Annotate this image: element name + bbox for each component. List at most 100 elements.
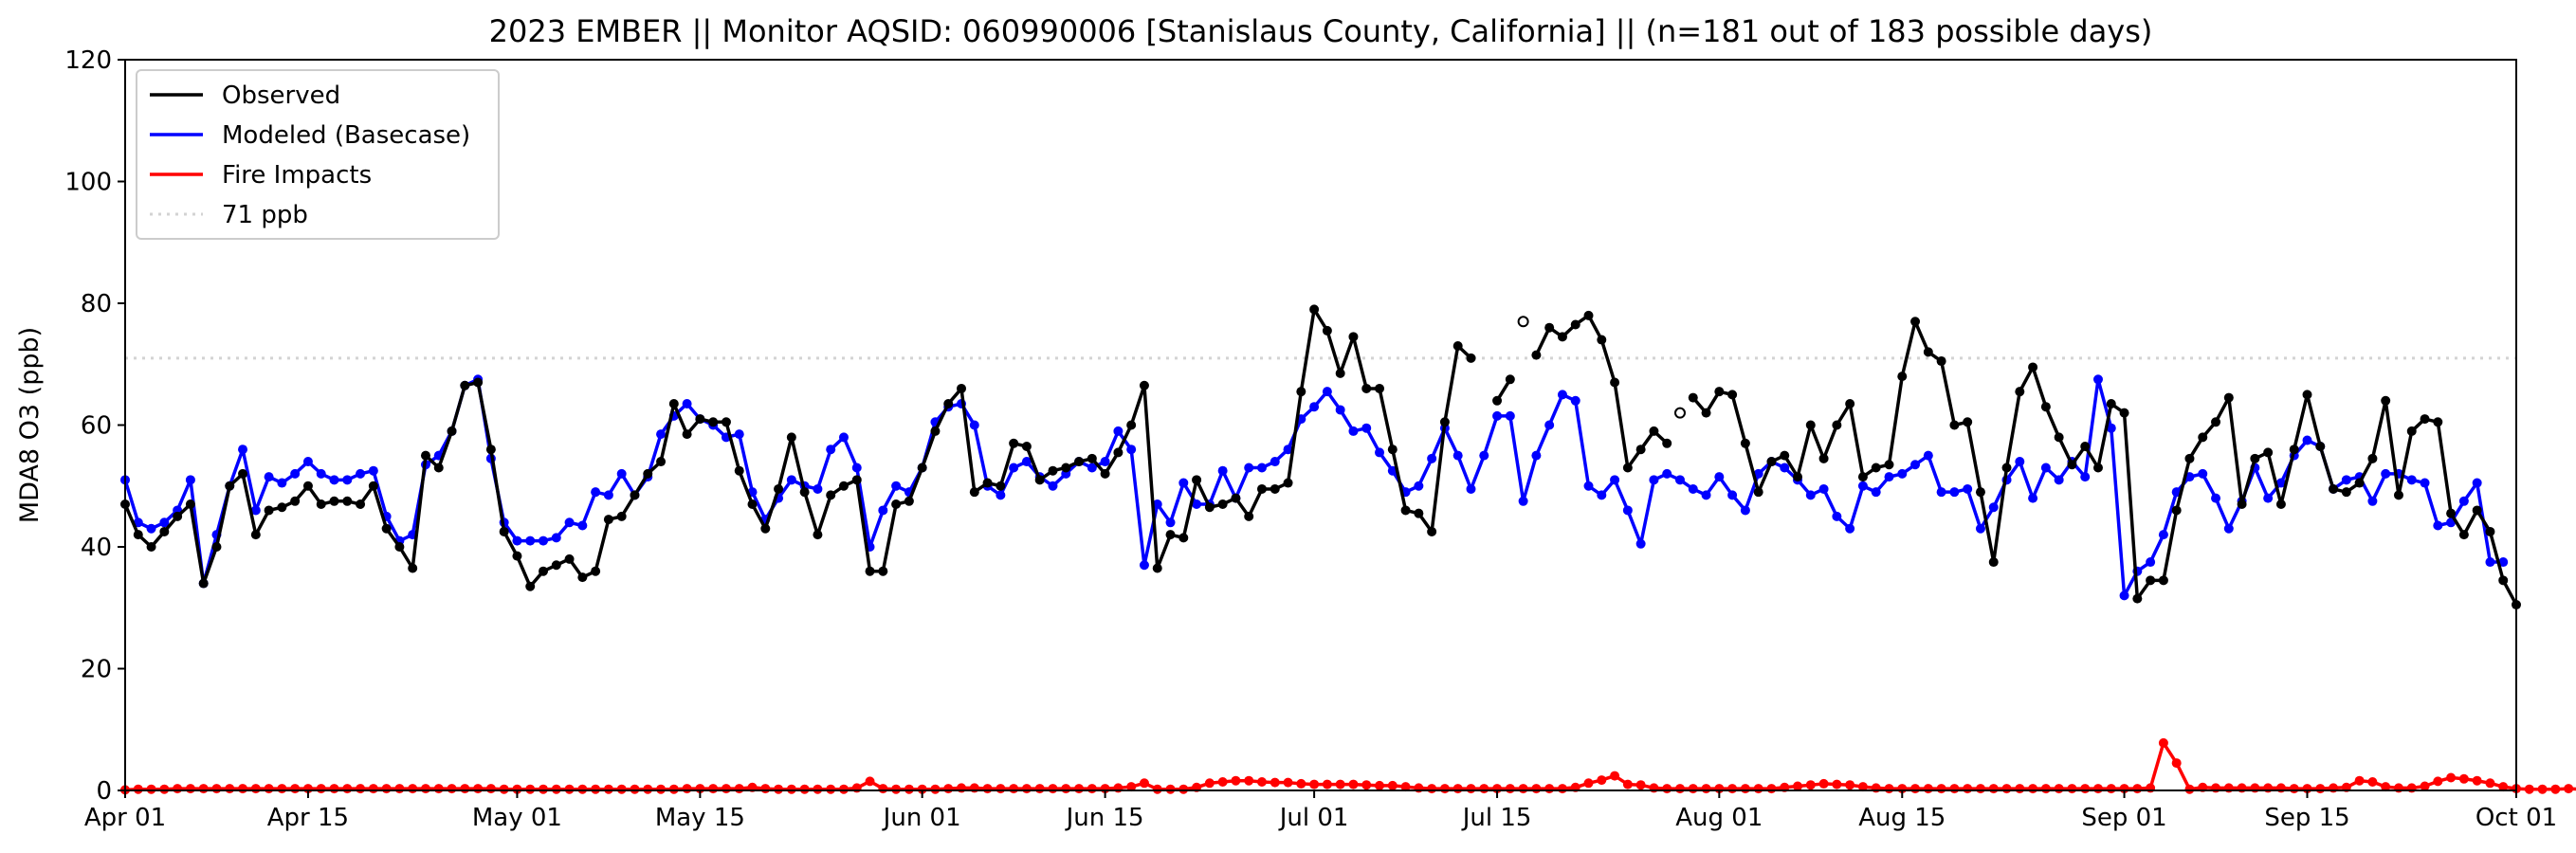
data-point-observed [799, 487, 810, 498]
data-point-observed [447, 426, 457, 436]
data-point-observed [329, 496, 339, 506]
data-point-observed [1753, 487, 1763, 498]
data-point-fire-impacts [1452, 784, 1463, 794]
data-point-fire-impacts [2420, 781, 2430, 791]
data-point-fire-impacts [917, 784, 927, 794]
data-point-observed [185, 499, 195, 510]
data-point-observed [2237, 499, 2247, 510]
data-point-fire-impacts [1400, 782, 1411, 792]
data-point-observed [2302, 390, 2312, 400]
data-point-modeled-basecase [302, 457, 313, 467]
data-point-fire-impacts [2184, 784, 2195, 794]
data-point-observed [1793, 472, 1803, 482]
data-point-fire-impacts [460, 784, 470, 794]
x-tick-label: Jul 01 [1278, 804, 1349, 832]
data-point-observed [603, 515, 613, 525]
data-point-observed [1936, 356, 1946, 367]
data-point-fire-impacts [277, 784, 287, 794]
data-point-observed [996, 481, 1006, 491]
data-point-modeled-basecase [1622, 505, 1633, 516]
data-point-modeled-basecase [290, 468, 301, 479]
data-point-modeled-basecase [2381, 468, 2391, 479]
data-point-observed [1673, 407, 1686, 419]
plot-area [120, 304, 2576, 795]
data-point-fire-impacts [2080, 784, 2091, 794]
data-point-observed [695, 414, 705, 425]
data-point-modeled-basecase [1805, 490, 1816, 500]
data-point-fire-impacts [1505, 784, 1515, 794]
data-point-modeled-basecase [2223, 523, 2234, 534]
data-point-observed [2498, 575, 2509, 586]
data-point-observed [2485, 526, 2495, 536]
data-point-fire-impacts [1531, 784, 1542, 794]
data-point-modeled-basecase [1818, 483, 1829, 494]
data-point-modeled-basecase [2040, 463, 2051, 473]
data-point-fire-impacts [1034, 784, 1045, 794]
data-point-observed [368, 481, 378, 491]
data-point-fire-impacts [1727, 784, 1738, 794]
data-point-fire-impacts [1740, 784, 1750, 794]
data-point-observed [146, 542, 156, 552]
data-point-modeled-basecase [2472, 478, 2482, 488]
data-point-observed [982, 478, 993, 488]
data-point-fire-impacts [539, 784, 549, 794]
data-point-observed [1910, 317, 1921, 327]
x-tick-label: May 01 [472, 804, 562, 832]
x-tick-label: Sep 15 [2264, 804, 2349, 832]
data-point-modeled-basecase [1674, 475, 1685, 485]
data-point-observed [656, 457, 667, 467]
data-point-fire-impacts [185, 784, 195, 794]
data-point-observed [2119, 408, 2129, 418]
data-point-fire-impacts [1805, 780, 1816, 790]
y-tick-label: 100 [64, 169, 112, 197]
data-point-fire-impacts [1178, 784, 1189, 794]
data-point-modeled-basecase [838, 432, 849, 443]
x-tick-label: Aug 15 [1858, 804, 1946, 832]
data-point-observed [499, 526, 509, 536]
data-point-observed [1884, 460, 1894, 470]
data-point-fire-impacts [1988, 784, 1999, 794]
data-point-observed [1649, 426, 1659, 436]
data-point-modeled-basecase [2458, 496, 2469, 506]
data-point-modeled-basecase [1753, 468, 1763, 479]
data-point-fire-impacts [996, 784, 1006, 794]
data-point-fire-impacts [813, 784, 823, 794]
data-point-fire-impacts [1975, 784, 1985, 794]
data-point-observed [356, 499, 366, 510]
data-point-observed [473, 377, 484, 388]
data-point-modeled-basecase [2211, 493, 2221, 503]
data-point-fire-impacts [1256, 777, 1267, 787]
data-point-observed [2211, 417, 2221, 427]
data-point-observed [2132, 593, 2143, 604]
data-point-fire-impacts [2092, 784, 2103, 794]
legend-box [136, 69, 500, 240]
data-point-modeled-basecase [1126, 445, 1137, 455]
data-point-modeled-basecase [1727, 490, 1738, 500]
data-point-observed [2198, 432, 2208, 443]
data-point-fire-impacts [760, 784, 771, 794]
data-point-observed [1087, 453, 1097, 463]
data-point-modeled-basecase [1309, 402, 1320, 412]
data-point-observed [342, 496, 353, 506]
data-point-observed [198, 578, 209, 589]
data-point-observed [1897, 372, 1908, 382]
data-point-observed [2067, 460, 2077, 470]
data-point-observed [969, 487, 979, 498]
data-point-observed [865, 566, 875, 576]
data-point-modeled-basecase [2367, 496, 2378, 506]
data-point-modeled-basecase [1871, 487, 1881, 498]
data-point-modeled-basecase [1217, 465, 1228, 476]
data-point-fire-impacts [721, 784, 731, 794]
data-point-observed [616, 511, 627, 521]
data-point-fire-impacts [2315, 784, 2326, 794]
data-point-modeled-basecase [277, 478, 287, 488]
data-point-observed [2341, 487, 2351, 498]
data-point-observed [1517, 316, 1529, 328]
data-point-modeled-basecase [1714, 472, 1725, 482]
data-point-observed [1963, 417, 1973, 427]
data-point-fire-impacts [2564, 784, 2574, 794]
data-point-observed [1139, 380, 1149, 390]
data-point-fire-impacts [1597, 775, 1607, 786]
data-point-modeled-basecase [591, 487, 601, 498]
y-tick-label: 60 [81, 412, 112, 441]
